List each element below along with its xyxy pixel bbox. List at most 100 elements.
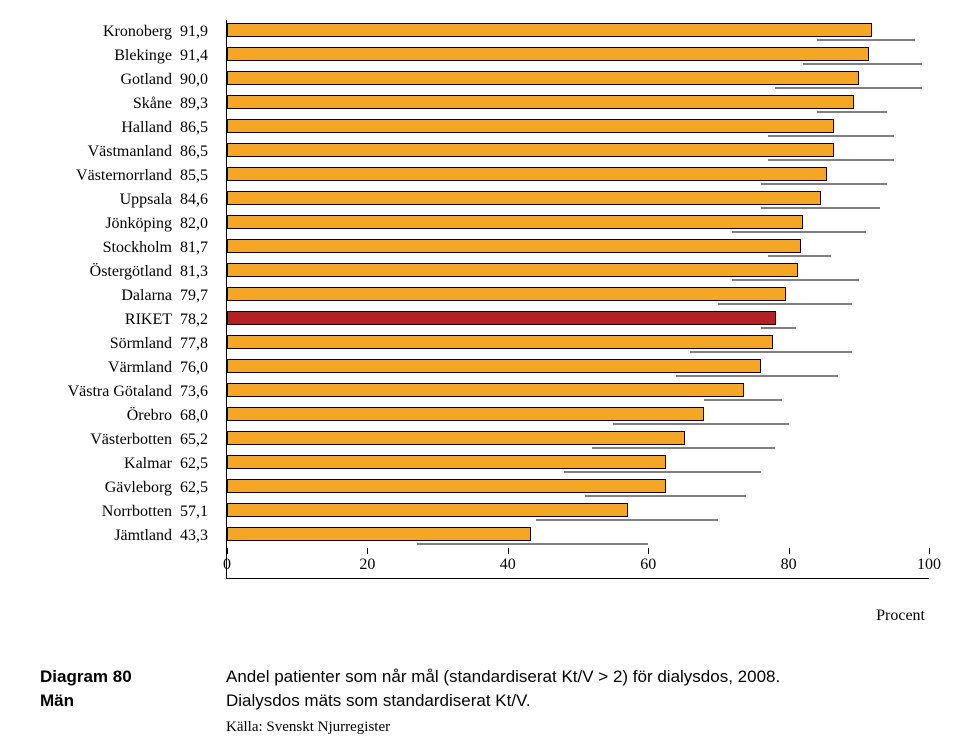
category-label: Uppsala (20, 188, 172, 212)
x-tick (367, 548, 368, 554)
x-tick-label: 0 (223, 556, 231, 574)
category-label: Värmland (20, 356, 172, 380)
value-label: 76,0 (180, 356, 226, 380)
category-label: Sörmland (20, 332, 172, 356)
bar (227, 263, 798, 277)
bar (227, 215, 803, 229)
bar (227, 143, 834, 157)
error-bar (732, 279, 858, 281)
bar (227, 71, 859, 85)
value-label: 43,3 (180, 524, 226, 548)
bar-row (227, 308, 929, 332)
error-bar (718, 303, 851, 305)
error-bar (775, 87, 922, 89)
bar (227, 503, 628, 517)
category-label: Jämtland (20, 524, 172, 548)
value-label: 62,5 (180, 452, 226, 476)
x-tick-label: 100 (917, 556, 941, 574)
x-tick-label: 20 (359, 556, 375, 574)
x-tick (227, 548, 228, 554)
category-label: Kalmar (20, 452, 172, 476)
x-axis-title: Procent (20, 607, 929, 625)
error-bar (417, 543, 649, 545)
bar-row (227, 164, 929, 188)
value-label: 81,3 (180, 260, 226, 284)
bar-row (227, 428, 929, 452)
value-label: 91,4 (180, 44, 226, 68)
error-bar (817, 39, 915, 41)
bar-row (227, 188, 929, 212)
value-label: 65,2 (180, 428, 226, 452)
diagram-number: Diagram 80 (40, 665, 226, 689)
value-label: 68,0 (180, 404, 226, 428)
category-label: Västmanland (20, 140, 172, 164)
bar-row (227, 260, 929, 284)
x-tick-label: 80 (781, 556, 797, 574)
x-tick-label: 60 (640, 556, 656, 574)
category-label: Östergötland (20, 260, 172, 284)
category-label: Stockholm (20, 236, 172, 260)
value-label: 85,5 (180, 164, 226, 188)
category-label: Örebro (20, 404, 172, 428)
x-tick (929, 548, 930, 554)
category-label: Blekinge (20, 44, 172, 68)
category-label: Kronoberg (20, 20, 172, 44)
bar (227, 23, 872, 37)
x-tick (789, 548, 790, 554)
value-label: 84,6 (180, 188, 226, 212)
value-label: 73,6 (180, 380, 226, 404)
bar-row (227, 524, 929, 548)
bar (227, 191, 821, 205)
bar-row (227, 44, 929, 68)
chart: KronobergBlekingeGotlandSkåneHallandVäst… (20, 20, 929, 579)
caption-line-1: Andel patienter som når mål (standardise… (226, 665, 929, 689)
category-label: Jönköping (20, 212, 172, 236)
x-tick (648, 548, 649, 554)
bar-row (227, 212, 929, 236)
bar-row (227, 476, 929, 500)
error-bar (592, 447, 775, 449)
error-bar (768, 135, 894, 137)
bar (227, 455, 666, 469)
bar (227, 239, 801, 253)
error-bar (732, 231, 865, 233)
value-label: 57,1 (180, 500, 226, 524)
bar-row (227, 380, 929, 404)
bar-row (227, 140, 929, 164)
x-tick-label: 40 (500, 556, 516, 574)
diagram-subgroup: Män (40, 689, 226, 713)
category-label: Västernorrland (20, 164, 172, 188)
error-bar (768, 255, 831, 257)
error-bar (564, 471, 761, 473)
value-label: 62,5 (180, 476, 226, 500)
bar-row (227, 68, 929, 92)
bar (227, 527, 531, 541)
value-label: 89,3 (180, 92, 226, 116)
caption-line-2: Dialysdos mäts som standardiserat Kt/V. (226, 689, 929, 713)
bar (227, 383, 744, 397)
bar-row (227, 236, 929, 260)
category-label: Norrbotten (20, 500, 172, 524)
caption-id: Diagram 80 Män (40, 665, 226, 738)
bar-row (227, 404, 929, 428)
bar (227, 479, 666, 493)
caption-source: Källa: Svenskt Njurregister (226, 717, 929, 738)
category-label: Gävleborg (20, 476, 172, 500)
value-label: 86,5 (180, 140, 226, 164)
bar (227, 95, 854, 109)
error-bar (817, 111, 887, 113)
value-label: 82,0 (180, 212, 226, 236)
error-bar (536, 519, 719, 521)
value-label: 79,7 (180, 284, 226, 308)
caption-text: Andel patienter som når mål (standardise… (226, 665, 929, 738)
category-label: Gotland (20, 68, 172, 92)
category-labels-column: KronobergBlekingeGotlandSkåneHallandVäst… (20, 20, 180, 579)
category-label: RIKET (20, 308, 172, 332)
x-tick (508, 548, 509, 554)
category-label: Västra Götaland (20, 380, 172, 404)
error-bar (690, 351, 851, 353)
category-label: Halland (20, 116, 172, 140)
bar-row (227, 116, 929, 140)
bar-row (227, 356, 929, 380)
bar (227, 167, 827, 181)
